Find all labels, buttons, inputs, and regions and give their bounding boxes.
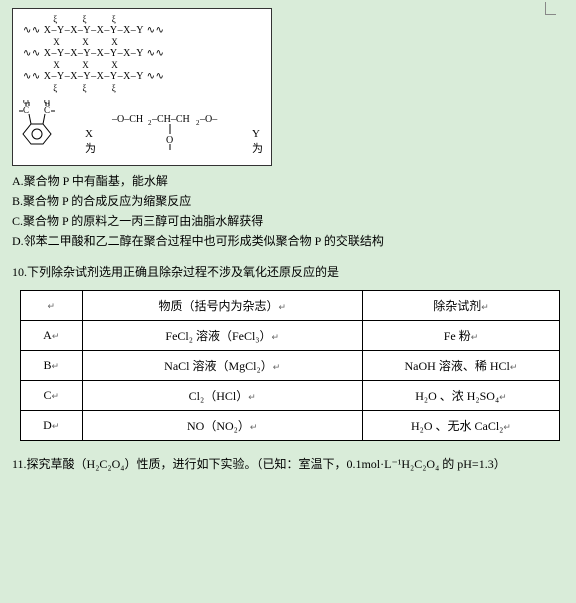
table-row: B↵ NaCl 溶液（MgCl₂）↵ NaOH 溶液、稀 HCl↵	[21, 351, 560, 381]
bond-row: ξ ξ ξ	[23, 84, 267, 92]
reagent-cell: H₂O 、无水 CaCl₂↵	[362, 411, 559, 441]
polymer-chain-2: ∿∿ X–Y–X–Y–X–Y–X–Y ∿∿	[23, 47, 267, 61]
page-corner-mark	[545, 2, 556, 15]
document-page: ξ ξ ξ ∿∿ X–Y–X–Y–X–Y–X–Y ∿∿ X X X ∿∿ X–Y…	[0, 0, 576, 484]
bond-row: X X X	[23, 61, 267, 69]
svg-text:O: O	[44, 100, 50, 106]
monomer-x-structure: C C OO	[17, 100, 75, 157]
reagent-cell: Fe 粉↵	[362, 321, 559, 351]
svg-text:–CH–CH: –CH–CH	[151, 114, 190, 125]
substance-cell: Cl₂（HCl）↵	[82, 381, 362, 411]
question-11-stem: 11.探究草酸（H₂C₂O₄）性质，进行如下实验。（已知：室温下，0.1mol·…	[12, 455, 564, 472]
table-row: D↵ NO（NO₂）↵ H₂O 、无水 CaCl₂↵	[21, 411, 560, 441]
polymer-chain-1: ∿∿ X–Y–X–Y–X–Y–X–Y ∿∿	[23, 24, 267, 38]
polymer-structure-diagram: ξ ξ ξ ∿∿ X–Y–X–Y–X–Y–X–Y ∿∿ X X X ∿∿ X–Y…	[12, 8, 272, 166]
header-reagent: 除杂试剂↵	[362, 291, 559, 321]
reagent-cell: NaOH 溶液、稀 HCl↵	[362, 351, 559, 381]
svg-text:–O–: –O–	[199, 114, 218, 125]
y-label: Y为	[252, 127, 267, 158]
monomer-y-structure: –O–CH 2 –CH–CH 2 –O– O	[110, 106, 242, 157]
option-b: B.聚合物 P 的合成反应为缩聚反应	[12, 192, 564, 209]
opt-cell: B↵	[21, 351, 83, 381]
svg-text:O: O	[23, 100, 29, 106]
table-row: C↵ Cl₂（HCl）↵ H₂O 、浓 H₂SO₄↵	[21, 381, 560, 411]
svg-text:–O–CH: –O–CH	[111, 114, 143, 125]
reagent-table: ↵ 物质（括号内为杂志）↵ 除杂试剂↵ A↵ FeCl₂ 溶液（FeCl₃）↵ …	[20, 290, 560, 441]
substance-cell: NaCl 溶液（MgCl₂）↵	[82, 351, 362, 381]
substance-cell: NO（NO₂）↵	[82, 411, 362, 441]
opt-cell: C↵	[21, 381, 83, 411]
opt-cell: D↵	[21, 411, 83, 441]
bond-row: ξ ξ ξ	[23, 15, 267, 23]
option-a: A.聚合物 P 中有酯基，能水解	[12, 172, 564, 189]
polymer-chain-3: ∿∿ X–Y–X–Y–X–Y–X–Y ∿∿	[23, 70, 267, 84]
header-substance: 物质（括号内为杂志）↵	[82, 291, 362, 321]
option-d: D.邻苯二甲酸和乙二醇在聚合过程中也可形成类似聚合物 P 的交联结构	[12, 232, 564, 249]
option-c: C.聚合物 P 的原料之一丙三醇可由油脂水解获得	[12, 212, 564, 229]
svg-text:C: C	[23, 105, 29, 115]
header-blank: ↵	[21, 291, 83, 321]
question-9-options: A.聚合物 P 中有酯基，能水解 B.聚合物 P 的合成反应为缩聚反应 C.聚合…	[12, 172, 564, 249]
monomer-definitions: C C OO X为 –O–CH 2 –CH–CH 2 –O–	[17, 100, 267, 157]
substance-cell: FeCl₂ 溶液（FeCl₃）↵	[82, 321, 362, 351]
svg-text:C: C	[44, 105, 50, 115]
table-row: A↵ FeCl₂ 溶液（FeCl₃）↵ Fe 粉↵	[21, 321, 560, 351]
reagent-cell: H₂O 、浓 H₂SO₄↵	[362, 381, 559, 411]
table-header-row: ↵ 物质（括号内为杂志）↵ 除杂试剂↵	[21, 291, 560, 321]
opt-cell: A↵	[21, 321, 83, 351]
x-label: X为	[85, 127, 100, 158]
bond-row: X X X	[23, 38, 267, 46]
question-10-stem: 10.下列除杂试剂选用正确且除杂过程不涉及氧化还原反应的是	[12, 263, 564, 280]
